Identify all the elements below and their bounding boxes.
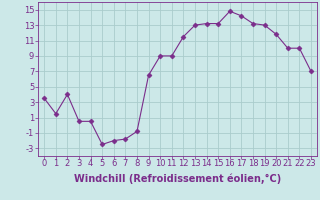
X-axis label: Windchill (Refroidissement éolien,°C): Windchill (Refroidissement éolien,°C)	[74, 173, 281, 184]
